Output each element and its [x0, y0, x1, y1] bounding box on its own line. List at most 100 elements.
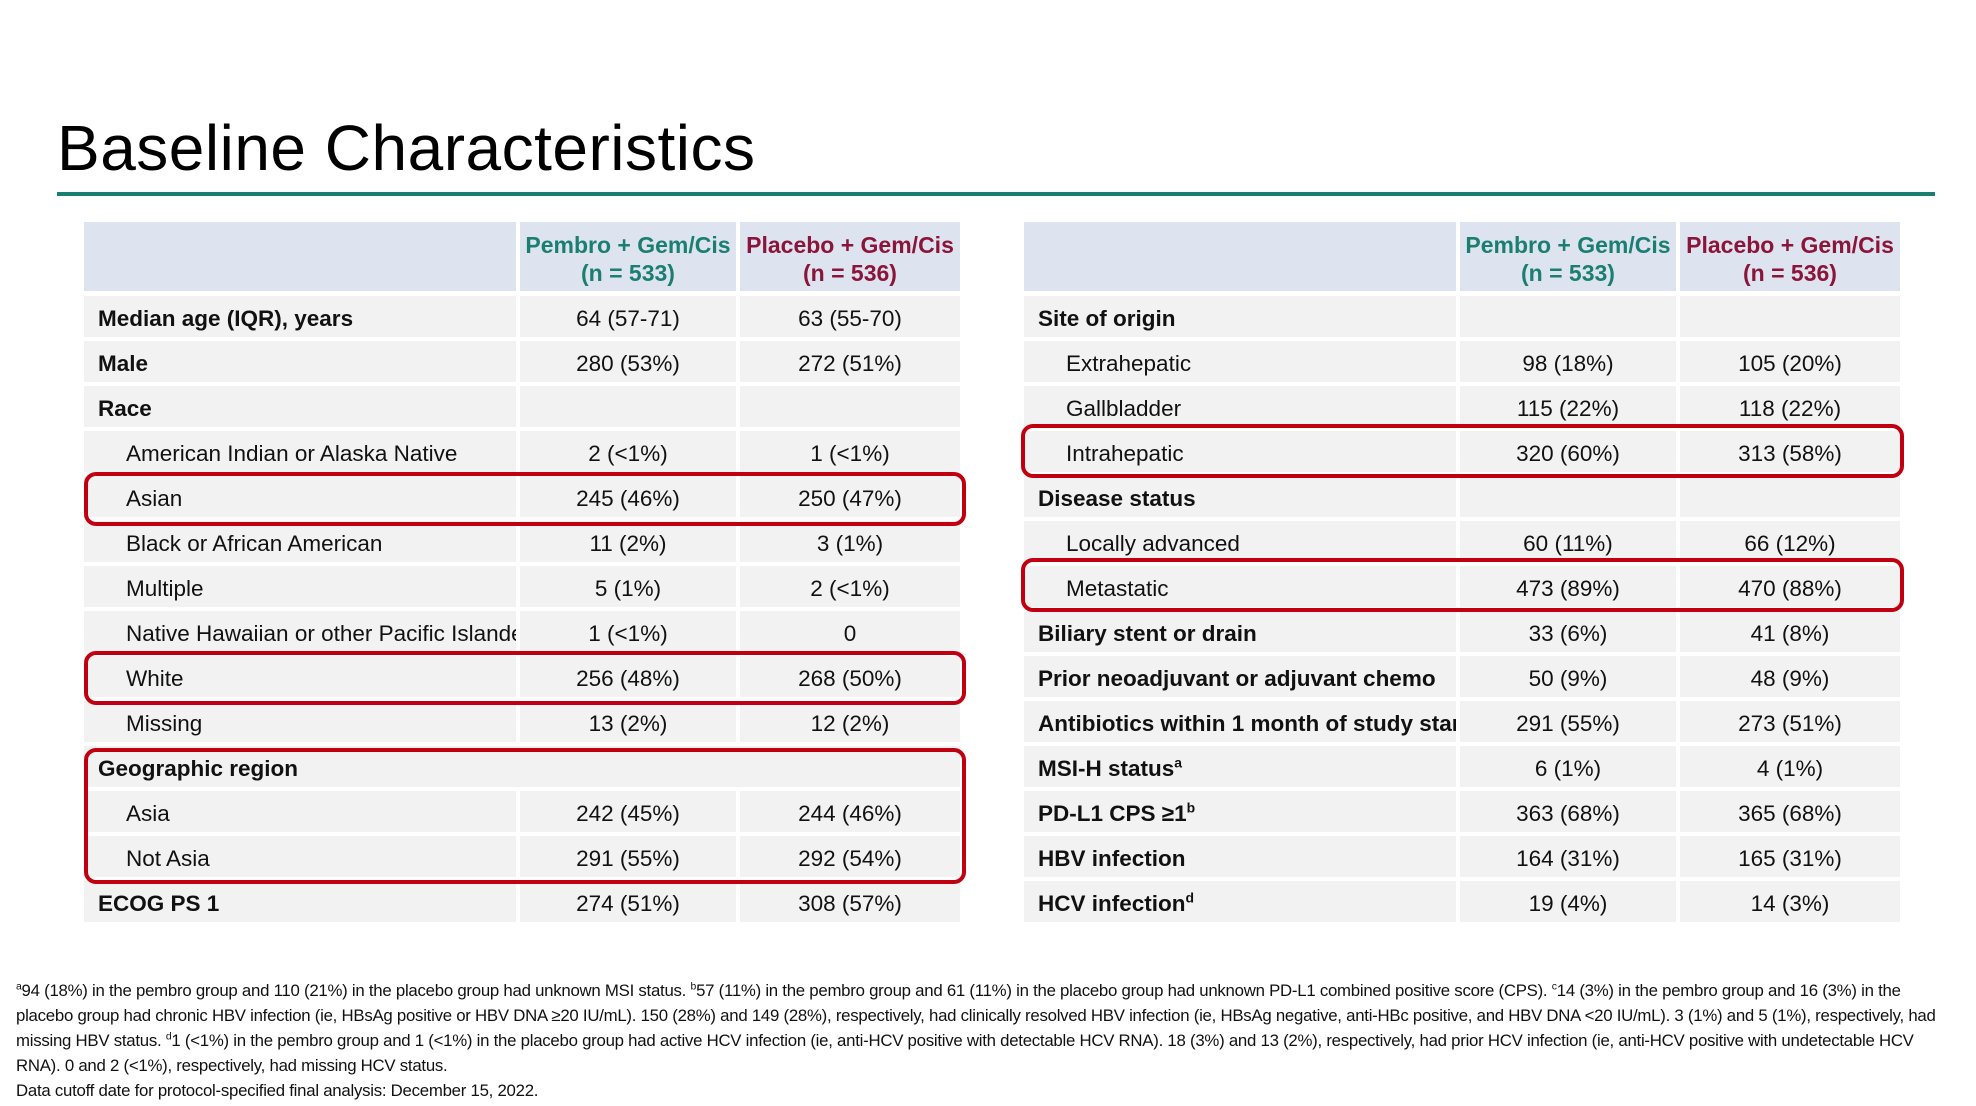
table-row: MSI-H statusa 6 (1%) 4 (1%): [1024, 746, 1900, 791]
row-label: Disease status: [1024, 476, 1460, 521]
row-label: Site of origin: [1024, 296, 1460, 341]
row-label: Biliary stent or drain: [1024, 611, 1460, 656]
pembro-value: 291 (55%): [520, 836, 740, 881]
table-row: Site of origin: [1024, 296, 1900, 341]
placebo-value: 272 (51%): [740, 341, 960, 386]
pembro-value: 280 (53%): [520, 341, 740, 386]
placebo-value: 63 (55-70): [740, 296, 960, 341]
pembro-value: 274 (51%): [520, 881, 740, 926]
footnote-marker: b: [1186, 799, 1196, 815]
pembro-value: 50 (9%): [1460, 656, 1680, 701]
placebo-value: 165 (31%): [1680, 836, 1900, 881]
placebo-value: 470 (88%): [1680, 566, 1900, 611]
row-label: Asian: [84, 476, 520, 521]
table-row: HBV infection 164 (31%) 165 (31%): [1024, 836, 1900, 881]
table-row: Biliary stent or drain 33 (6%) 41 (8%): [1024, 611, 1900, 656]
pembro-value: 11 (2%): [520, 521, 740, 566]
placebo-value: 292 (54%): [740, 836, 960, 881]
row-label: Not Asia: [84, 836, 520, 881]
table-row: ECOG PS 1 274 (51%) 308 (57%): [84, 881, 960, 926]
pembro-value: 13 (2%): [520, 701, 740, 746]
table-row: Male 280 (53%) 272 (51%): [84, 341, 960, 386]
pembro-value: 1 (<1%): [520, 611, 740, 656]
row-label: Median age (IQR), years: [84, 296, 520, 341]
table-row: Prior neoadjuvant or adjuvant chemo 50 (9…: [1024, 656, 1900, 701]
row-label: White: [84, 656, 520, 701]
table-row: Native Hawaiian or other Pacific Islande…: [84, 611, 960, 656]
table-row: HCV infectiond 19 (4%) 14 (3%): [1024, 881, 1900, 926]
table-row: Race: [84, 386, 960, 431]
table-row: Asian 245 (46%) 250 (47%): [84, 476, 960, 521]
placebo-value: 3 (1%): [740, 521, 960, 566]
placebo-value: [740, 386, 960, 431]
row-label: Prior neoadjuvant or adjuvant chemo: [1024, 656, 1460, 701]
placebo-value: [1680, 296, 1900, 341]
placebo-value: 118 (22%): [1680, 386, 1900, 431]
header-label-cell: [1024, 222, 1460, 296]
placebo-value: 41 (8%): [1680, 611, 1900, 656]
table-row: Multiple 5 (1%) 2 (<1%): [84, 566, 960, 611]
pembro-value: 60 (11%): [1460, 521, 1680, 566]
pembro-value: 256 (48%): [520, 656, 740, 701]
table-row: Antibiotics within 1 month of study star…: [1024, 701, 1900, 746]
pembro-value: 473 (89%): [1460, 566, 1680, 611]
row-label: Multiple: [84, 566, 520, 611]
left-baseline-table: Pembro + Gem/Cis (n = 533) Placebo + Gem/…: [84, 222, 960, 926]
footnote-marker: d: [1185, 889, 1195, 905]
pembro-value: [1460, 296, 1680, 341]
placebo-value: 12 (2%): [740, 701, 960, 746]
table-row: PD-L1 CPS ≥1b 363 (68%) 365 (68%): [1024, 791, 1900, 836]
row-label: Extrahepatic: [1024, 341, 1460, 386]
row-label: Antibiotics within 1 month of study star…: [1024, 701, 1460, 746]
pembro-value: 6 (1%): [1460, 746, 1680, 791]
pembro-value: 291 (55%): [1460, 701, 1680, 746]
table-header-row: Pembro + Gem/Cis (n = 533) Placebo + Gem/…: [84, 222, 960, 296]
row-label: HCV infectiond: [1024, 881, 1460, 926]
row-label: Native Hawaiian or other Pacific Islande…: [84, 611, 520, 656]
placebo-value: 313 (58%): [1680, 431, 1900, 476]
footnotes: a94 (18%) in the pembro group and 110 (2…: [16, 978, 1962, 1103]
row-label: ECOG PS 1: [84, 881, 520, 926]
pembro-value: 98 (18%): [1460, 341, 1680, 386]
title-underline: [57, 192, 1935, 196]
row-label: Asia: [84, 791, 520, 836]
table-row: Metastatic 473 (89%) 470 (88%): [1024, 566, 1900, 611]
row-label: Race: [84, 386, 520, 431]
placebo-value: 48 (9%): [1680, 656, 1900, 701]
placebo-value: 4 (1%): [1680, 746, 1900, 791]
row-label: Locally advanced: [1024, 521, 1460, 566]
row-label: Metastatic: [1024, 566, 1460, 611]
pembro-value: 19 (4%): [1460, 881, 1680, 926]
pembro-value: 242 (45%): [520, 791, 740, 836]
pembro-value: [1460, 476, 1680, 521]
header-pembro: Pembro + Gem/Cis (n = 533): [520, 222, 740, 296]
table-row: Missing 13 (2%) 12 (2%): [84, 701, 960, 746]
table-row: Black or African American 11 (2%) 3 (1%): [84, 521, 960, 566]
table-row: Locally advanced 60 (11%) 66 (12%): [1024, 521, 1900, 566]
table-row: Asia 242 (45%) 244 (46%): [84, 791, 960, 836]
placebo-value: 250 (47%): [740, 476, 960, 521]
row-label: Gallbladder: [1024, 386, 1460, 431]
slide-title: Baseline Characteristics: [57, 112, 756, 184]
table-header-row: Pembro + Gem/Cis (n = 533) Placebo + Gem/…: [1024, 222, 1900, 296]
pembro-value: 64 (57-71): [520, 296, 740, 341]
placebo-value: 2 (<1%): [740, 566, 960, 611]
table-row: American Indian or Alaska Native 2 (<1%) 1…: [84, 431, 960, 476]
footnote-paragraph: a94 (18%) in the pembro group and 110 (2…: [16, 981, 1936, 1075]
pembro-value: 164 (31%): [1460, 836, 1680, 881]
placebo-value: 268 (50%): [740, 656, 960, 701]
data-cutoff-note: Data cutoff date for protocol-specified …: [16, 1081, 539, 1100]
pembro-value: [520, 386, 740, 431]
table-row: Not Asia 291 (55%) 292 (54%): [84, 836, 960, 881]
table-row: Disease status: [1024, 476, 1900, 521]
pembro-value: 115 (22%): [1460, 386, 1680, 431]
pembro-value: 320 (60%): [1460, 431, 1680, 476]
header-placebo: Placebo + Gem/Cis (n = 536): [740, 222, 960, 296]
table-row: White 256 (48%) 268 (50%): [84, 656, 960, 701]
footnote-marker: a: [1174, 754, 1183, 770]
header-placebo: Placebo + Gem/Cis (n = 536): [1680, 222, 1900, 296]
table-row: Intrahepatic 320 (60%) 313 (58%): [1024, 431, 1900, 476]
placebo-value: 365 (68%): [1680, 791, 1900, 836]
row-label: HBV infection: [1024, 836, 1460, 881]
row-label: PD-L1 CPS ≥1b: [1024, 791, 1460, 836]
